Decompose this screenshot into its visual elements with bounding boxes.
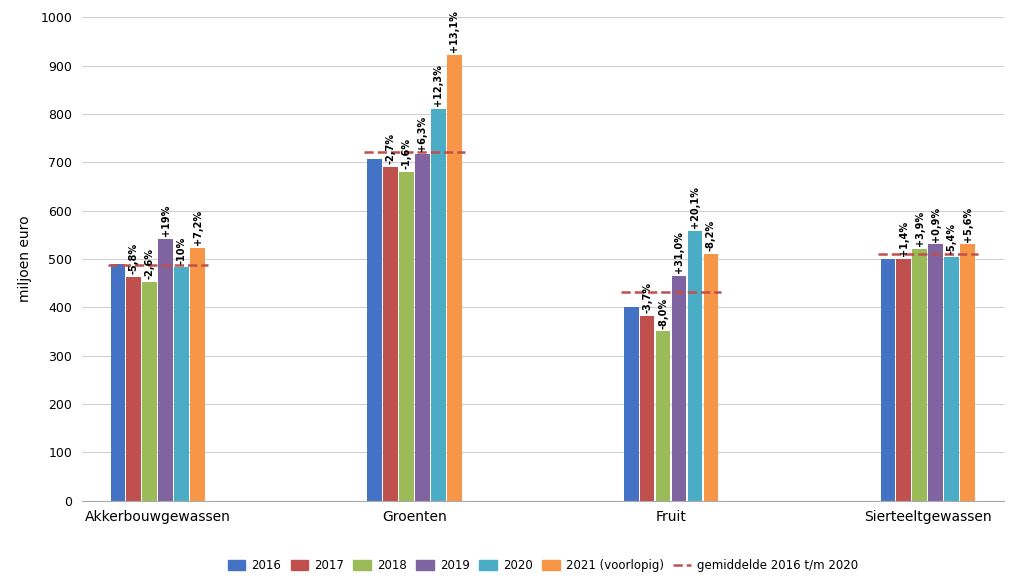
Bar xyxy=(640,315,654,501)
Bar xyxy=(159,239,173,501)
Bar xyxy=(672,276,686,501)
Bar xyxy=(881,259,895,501)
Text: +1,4%: +1,4% xyxy=(899,221,908,256)
Text: -2,6%: -2,6% xyxy=(144,248,155,279)
Text: -10%: -10% xyxy=(177,237,186,264)
Text: +3,9%: +3,9% xyxy=(914,211,925,246)
Bar xyxy=(415,154,430,501)
Text: +0,9%: +0,9% xyxy=(931,207,941,242)
Bar xyxy=(929,244,943,501)
Text: +6,3%: +6,3% xyxy=(418,116,427,151)
Bar xyxy=(383,166,397,501)
Y-axis label: miljoen euro: miljoen euro xyxy=(18,216,32,302)
Bar xyxy=(944,257,958,501)
Bar xyxy=(399,172,414,501)
Text: -5,8%: -5,8% xyxy=(129,243,139,275)
Text: +7,2%: +7,2% xyxy=(193,210,203,246)
Text: -5,4%: -5,4% xyxy=(946,223,956,254)
Bar xyxy=(190,249,205,501)
Text: +13,1%: +13,1% xyxy=(450,10,459,52)
Text: +5,6%: +5,6% xyxy=(963,207,973,242)
Bar xyxy=(703,254,718,501)
Text: -8,2%: -8,2% xyxy=(706,220,716,251)
Text: +19%: +19% xyxy=(161,204,171,236)
Bar xyxy=(174,267,189,501)
Text: -8,0%: -8,0% xyxy=(658,297,668,329)
Bar xyxy=(431,109,445,501)
Text: -1,6%: -1,6% xyxy=(401,138,412,169)
Bar xyxy=(655,332,671,501)
Bar xyxy=(368,159,382,501)
Text: +12,3%: +12,3% xyxy=(433,65,443,107)
Bar xyxy=(127,278,141,501)
Text: +31,0%: +31,0% xyxy=(674,231,684,273)
Bar xyxy=(446,55,462,501)
Legend: 2016, 2017, 2018, 2019, 2020, 2021 (voorlopig), gemiddelde 2016 t/m 2020: 2016, 2017, 2018, 2019, 2020, 2021 (voor… xyxy=(223,554,862,577)
Bar xyxy=(624,307,639,501)
Text: -3,7%: -3,7% xyxy=(642,282,652,313)
Bar xyxy=(111,264,125,501)
Bar xyxy=(896,259,911,501)
Text: -2,7%: -2,7% xyxy=(385,133,395,164)
Bar xyxy=(912,249,927,501)
Bar xyxy=(688,231,702,501)
Bar xyxy=(961,244,975,501)
Bar xyxy=(142,282,157,501)
Text: +20,1%: +20,1% xyxy=(690,186,700,228)
